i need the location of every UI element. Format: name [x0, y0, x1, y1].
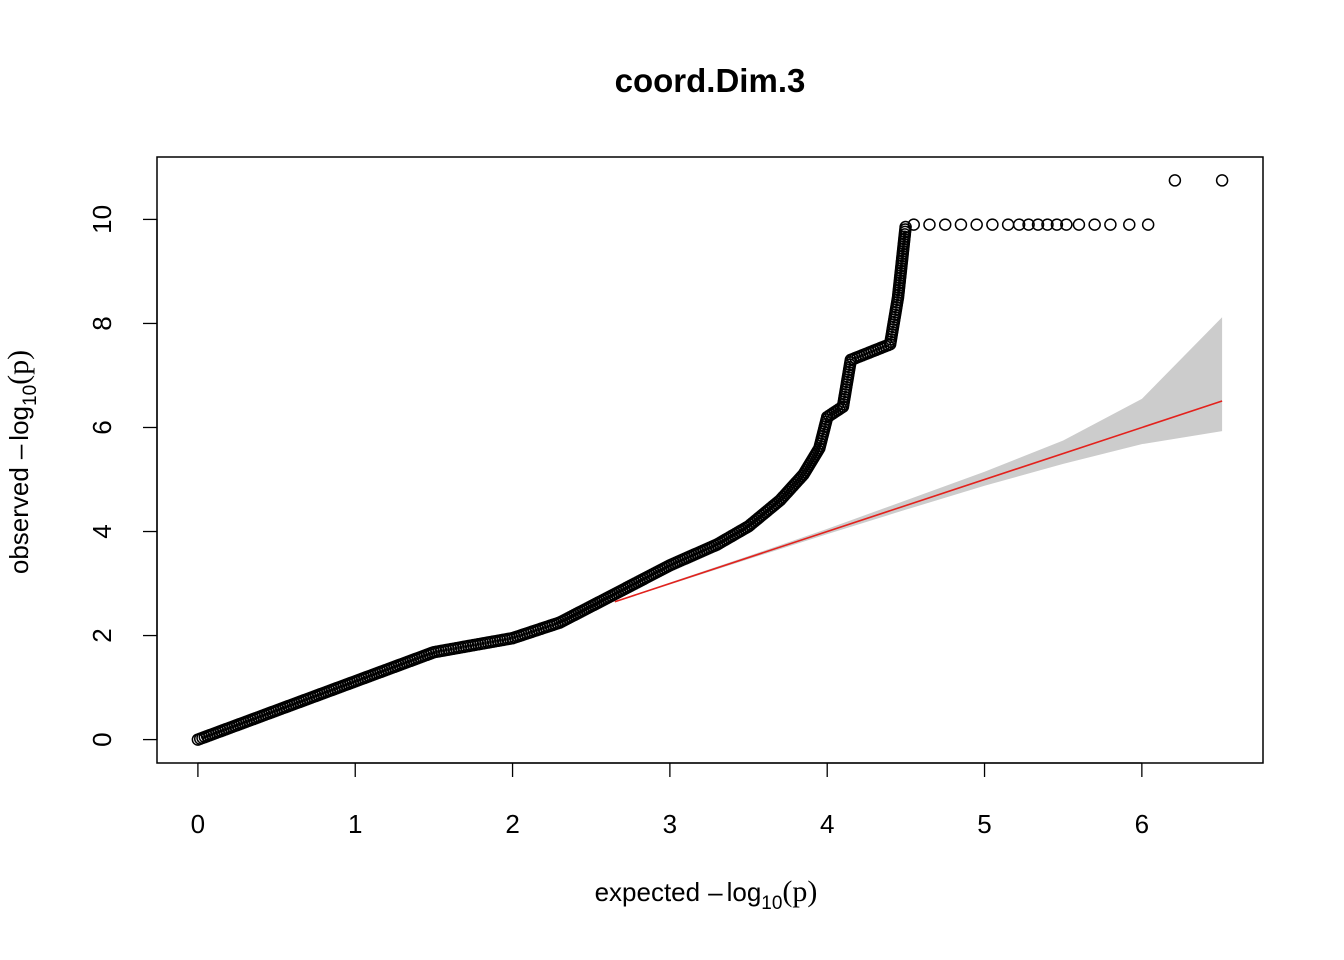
- y-axis-label: observed – log10(p): [2, 350, 41, 574]
- data-point: [1104, 218, 1117, 231]
- x-axis-label-sub: 10: [761, 893, 782, 914]
- y-tick-label: 0: [87, 732, 117, 746]
- y-axis: 0 2 4 6 8 10: [87, 205, 158, 747]
- x-tick-label: 1: [348, 809, 362, 839]
- y-axis-label-sub: 10: [20, 385, 41, 406]
- data-point: [923, 218, 936, 231]
- plot-frame: [156, 156, 1264, 764]
- y-tick-label: 4: [87, 524, 117, 538]
- reference-line-layer: [614, 400, 1223, 603]
- data-point: [1215, 174, 1229, 187]
- y-axis-label-prefix: observed: [4, 467, 34, 574]
- y-axis-label-paren: (p): [2, 350, 35, 385]
- data-point: [1022, 218, 1035, 231]
- x-tick-label: 6: [1135, 809, 1149, 839]
- data-point: [1060, 218, 1073, 231]
- chart-title: coord.Dim.3: [615, 62, 806, 99]
- data-point: [1072, 218, 1086, 231]
- x-axis-label-prefix: expected: [595, 877, 701, 907]
- data-point: [1141, 218, 1155, 231]
- x-axis-label-paren: (p): [782, 875, 817, 908]
- y-tick-label: 10: [87, 205, 117, 234]
- data-point: [1041, 218, 1054, 231]
- reference-line: [614, 400, 1223, 603]
- x-axis: 0 1 2 3 4 5 6: [191, 762, 1149, 839]
- x-tick-label: 5: [977, 809, 991, 839]
- dense-points: [191, 220, 912, 746]
- data-point: [1001, 218, 1015, 231]
- y-tick-label: 8: [87, 316, 117, 330]
- confidence-band: [614, 317, 1223, 603]
- data-point: [899, 220, 912, 234]
- data-point: [1088, 218, 1101, 231]
- y-tick-label: 6: [87, 420, 117, 434]
- x-tick-label: 4: [820, 809, 834, 839]
- data-point: [938, 218, 952, 231]
- y-axis-label-minus: –: [4, 444, 34, 459]
- points-layer: [191, 174, 1229, 746]
- data-point: [1012, 218, 1026, 231]
- data-point: [907, 218, 920, 231]
- data-point: [954, 218, 968, 231]
- x-axis-label-log: log: [727, 877, 762, 907]
- data-point: [986, 218, 999, 231]
- data-point: [1123, 218, 1136, 231]
- x-axis-label: expected – log10(p): [595, 875, 818, 914]
- data-point: [970, 218, 983, 231]
- data-point: [1031, 218, 1045, 231]
- x-tick-label: 2: [505, 809, 519, 839]
- y-axis-label-log: log: [4, 406, 34, 441]
- x-axis-label-minus: –: [708, 877, 723, 907]
- data-point: [1168, 174, 1182, 187]
- x-tick-label: 3: [663, 809, 677, 839]
- data-point: [1050, 218, 1064, 231]
- x-tick-label: 0: [191, 809, 205, 839]
- y-tick-label: 2: [87, 628, 117, 642]
- confidence-band-layer: [614, 317, 1223, 603]
